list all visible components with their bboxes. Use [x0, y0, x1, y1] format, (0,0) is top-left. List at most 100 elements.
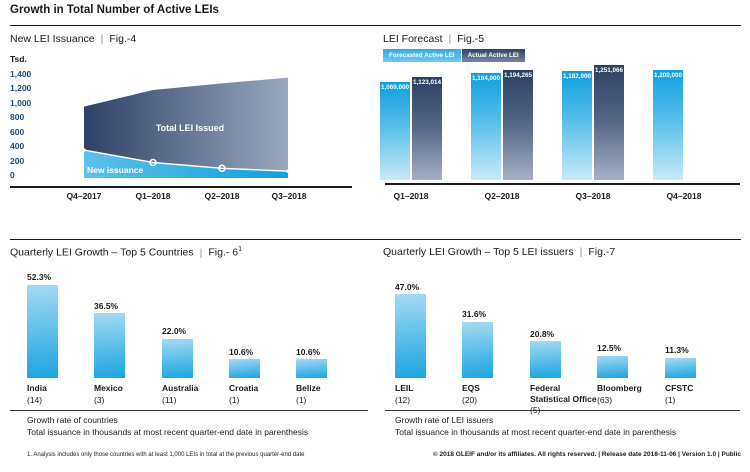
category-count: (1)	[229, 394, 240, 405]
x-axis-label: Q4–2018	[666, 191, 702, 201]
growth-bar	[597, 355, 628, 379]
y-tick-label: 0	[10, 170, 15, 180]
fig6-caption-rule	[10, 410, 368, 411]
bar-value-label: 1,123,014	[412, 78, 442, 86]
category-name: CFSTC	[665, 383, 694, 393]
fig7-title: Quarterly LEI Growth – Top 5 LEI issuers	[383, 246, 574, 258]
y-tick-label: 800	[10, 112, 25, 122]
line-endpoint	[286, 169, 290, 173]
fig6-caption-1: Growth rate of countries	[27, 415, 118, 425]
area-new-issuance	[84, 150, 288, 178]
actual-bar: 1,194,265	[503, 70, 533, 180]
category-count: (11)	[162, 394, 177, 405]
fig7-caption-rule	[385, 410, 740, 411]
percent-label: 31.6%	[462, 309, 487, 320]
percent-label: 11.3%	[665, 345, 689, 356]
line-endpoint	[82, 148, 86, 152]
fig7-header: Quarterly LEI Growth – Top 5 LEI issuers…	[383, 246, 615, 258]
actual-bar: 1,251,066	[594, 65, 624, 180]
bar-value-label: 1,251,066	[594, 67, 624, 74]
growth-bar	[665, 357, 696, 378]
x-axis-label: Q4–2017	[66, 191, 102, 201]
category-label-block: Australia (11)	[162, 383, 240, 405]
footnote: 1. Analysis includes only those countrie…	[27, 452, 305, 458]
fig6-title: Quarterly LEI Growth – Top 5 Countries	[10, 246, 194, 259]
y-tick-label: 600	[10, 126, 25, 137]
fig5-header: LEI Forecast | Fig.-5	[383, 33, 484, 45]
growth-bar	[395, 294, 426, 378]
growth-bar	[229, 359, 260, 378]
x-axis-label: Q2–2018	[204, 191, 240, 201]
category-count: (1)	[296, 394, 307, 405]
y-tick-label: 400	[10, 141, 25, 151]
fig7-caption-2: Total issuance in thousands at most rece…	[395, 427, 677, 437]
bar-value-label: 1,194,265	[503, 72, 533, 80]
fig5-axis-line	[385, 183, 740, 185]
category-name: India	[27, 383, 47, 393]
category-name: Australia	[162, 383, 199, 393]
growth-bar	[462, 321, 493, 378]
category-label-block: Bloomberg (63)	[597, 383, 675, 405]
bar-value-label: 1,200,000	[653, 71, 683, 79]
header-separator: |	[100, 33, 104, 45]
category-name: Croatia	[229, 383, 259, 393]
category-label-block: Mexico (3)	[94, 383, 172, 405]
growth-bar	[94, 313, 125, 378]
category-label-block: EQS (20)	[462, 383, 540, 405]
area-label-new-issuance: New issuance	[87, 165, 144, 175]
forecast-bar: 1,164,000	[471, 73, 501, 180]
fig6-header: Quarterly LEI Growth – Top 5 Countries | F…	[10, 246, 242, 259]
category-label-block: LEIL (12)	[395, 383, 473, 405]
actual-bar: 1,123,014	[412, 76, 442, 180]
fig7-label: Fig.-7	[588, 246, 616, 258]
fig6-caption-2: Total issuance in thousands at most rece…	[27, 427, 309, 437]
forecast-bar: 1,069,000	[380, 81, 410, 180]
fig5-label: Fig.-5	[457, 33, 485, 45]
fig4-label: Fig.-4	[109, 33, 137, 45]
category-label-block: CFSTC (1)	[665, 383, 743, 405]
new-issuance-line	[83, 149, 289, 172]
percent-label: 36.5%	[94, 300, 119, 311]
fig6-footnote-marker: 1	[238, 246, 243, 253]
y-tick-label: 1,000	[10, 97, 32, 108]
fig6-label: Fig.- 6	[208, 246, 239, 259]
growth-bar	[162, 338, 193, 378]
growth-bar	[296, 359, 327, 378]
area-total-lei-issued	[84, 77, 288, 172]
fig5-title: LEI Forecast	[383, 33, 443, 45]
page-title: Growth in Total Number of Active LEIs	[10, 4, 219, 16]
category-count: (3)	[94, 394, 105, 405]
category-name: Bloomberg	[597, 383, 642, 393]
bar-value-label: 1,182,000	[562, 73, 592, 81]
category-label-block: Belize (1)	[296, 383, 374, 405]
category-name: EQS	[462, 383, 480, 393]
legend-chip-forecasted-active-lei: Forecasted Active LEI	[383, 49, 461, 62]
top-divider	[10, 25, 741, 26]
fig4-unit-label: Tsd.	[10, 54, 27, 64]
x-axis-label: Q1–2018	[135, 191, 171, 201]
category-name: LEIL	[395, 383, 414, 393]
x-axis-label: Q2–2018	[484, 191, 520, 201]
header-separator: |	[199, 246, 203, 259]
fig4-area-chart	[0, 0, 375, 245]
category-count: (12)	[395, 394, 411, 405]
percent-label: 20.8%	[530, 328, 555, 339]
forecast-bar: 1,182,000	[562, 71, 592, 180]
legend-chip-actual-active-lei: Actual Active LEI	[461, 49, 525, 62]
bar-value-label: 1,164,000	[471, 75, 501, 82]
y-tick-label: 1,400	[10, 68, 32, 79]
forecast-bar: 1,200,000	[653, 69, 683, 180]
category-name: Federal	[530, 383, 561, 393]
header-separator: |	[448, 33, 452, 45]
fig7-caption-1: Growth rate of LEI issuers	[395, 415, 494, 425]
percent-label: 10.6%	[296, 346, 321, 357]
area-label-total-lei-issued: Total LEI Issued	[155, 123, 225, 133]
percent-label: 22.0%	[162, 326, 187, 337]
line-marker	[149, 158, 157, 167]
category-label-block: India (14)	[27, 383, 105, 405]
category-name: Belize	[296, 383, 321, 393]
percent-label: 12.5%	[597, 343, 622, 354]
category-label-block: Croatia (1)	[229, 383, 307, 405]
category-count: (20)	[462, 394, 478, 405]
footer-copyright: © 2018 GLEIF and/or its affiliates. All …	[432, 451, 741, 458]
